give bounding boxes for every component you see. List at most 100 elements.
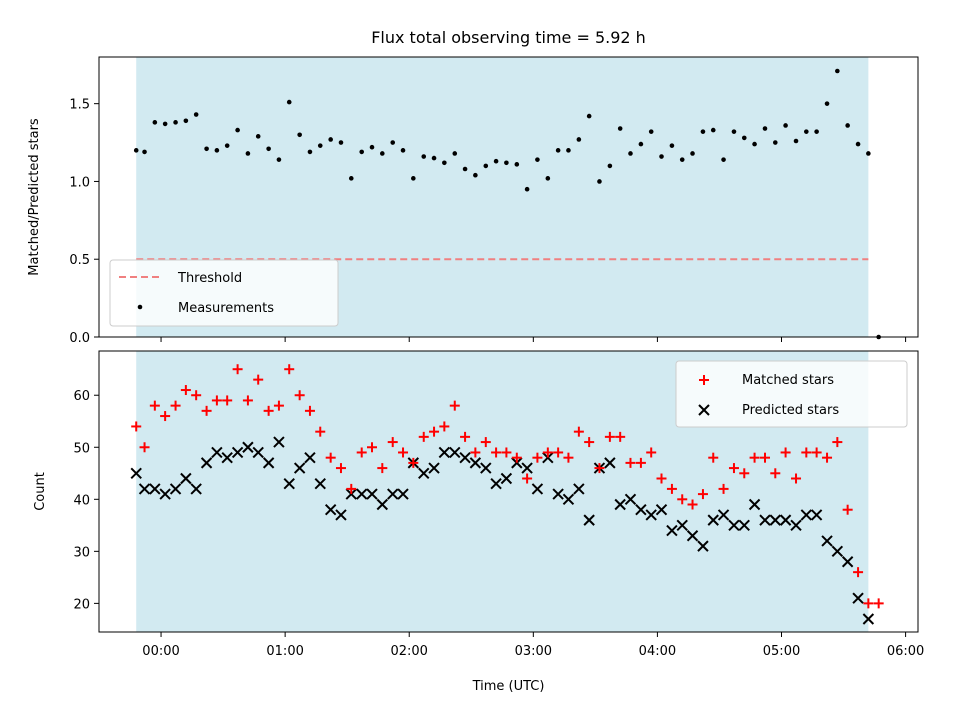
predicted-star-point	[645, 509, 657, 521]
matched-star-point	[863, 598, 874, 609]
measurement-point	[328, 137, 333, 142]
matched-star-point	[367, 442, 377, 453]
matched-star-point	[594, 463, 605, 474]
matched-star-point	[759, 452, 770, 463]
bottom-y-tick-label: 60	[73, 389, 90, 404]
measurement-point	[866, 151, 871, 156]
measurement-point	[152, 120, 158, 125]
legend-matched-stars-swatch	[699, 375, 709, 385]
matched-star-point	[304, 405, 315, 416]
legend-predicted-stars-swatch	[698, 404, 710, 416]
matched-star-point	[522, 473, 533, 484]
legend-predicted-stars-label: Predicted stars	[742, 403, 839, 418]
matched-star-point	[377, 463, 388, 474]
matched-star-point	[511, 452, 522, 463]
measurement-point	[266, 146, 271, 152]
measurement-point	[307, 149, 313, 155]
matched-star-point	[604, 431, 615, 442]
measurement-point	[566, 148, 571, 153]
x-axis-label: Time (UTC)	[472, 679, 545, 694]
measurement-point	[814, 129, 819, 134]
matched-star-point	[131, 421, 142, 432]
predicted-star-point	[335, 509, 347, 521]
top-y-tick-label: 1.0	[69, 175, 90, 190]
measurement-point	[535, 157, 540, 162]
matched-star-point	[791, 473, 802, 484]
matched-star-point	[335, 463, 346, 474]
measurement-point	[835, 68, 840, 74]
measurement-point	[338, 140, 344, 145]
matched-star-point	[625, 457, 636, 468]
measurement-point	[659, 154, 664, 159]
predicted-star-point	[200, 457, 213, 469]
matched-star-point	[728, 463, 739, 474]
x-tick-label: 03:00	[515, 644, 552, 659]
predicted-star-point	[604, 457, 616, 469]
matched-star-point	[832, 437, 843, 448]
matched-star-point	[149, 400, 160, 411]
predicted-star-point	[552, 488, 564, 500]
predicted-star-point	[231, 446, 244, 459]
matched-star-point	[666, 483, 677, 494]
measurement-point	[669, 143, 675, 148]
predicted-star-point	[418, 467, 430, 479]
predicted-star-point	[397, 488, 409, 500]
measurement-point	[731, 129, 737, 134]
predicted-star-point	[500, 472, 513, 485]
matched-star-point	[253, 374, 264, 385]
matched-star-point	[418, 431, 429, 442]
measurement-point	[411, 176, 416, 181]
predicted-star-point	[759, 514, 771, 526]
matched-star-point	[739, 468, 750, 479]
matched-star-point	[770, 468, 781, 479]
bottom-legend: Matched stars Predicted stars	[675, 360, 908, 428]
measurement-point	[504, 160, 509, 166]
predicted-star-point	[459, 451, 471, 464]
predicted-star-point	[130, 467, 142, 479]
predicted-star-point	[211, 446, 223, 459]
predicted-star-point	[345, 488, 357, 500]
matched-star-point	[677, 494, 688, 505]
measurement-point	[845, 123, 850, 128]
bottom-y-tick-label: 30	[73, 545, 90, 560]
predicted-star-point	[169, 483, 182, 495]
matched-star-point	[646, 447, 657, 458]
matched-star-point	[429, 426, 440, 437]
predicted-star-point	[283, 477, 295, 490]
top-y-tick-label: 0.0	[69, 331, 90, 346]
measurement-point	[473, 172, 478, 178]
matched-star-point	[284, 364, 295, 375]
matched-star-point	[139, 442, 150, 453]
predicted-star-point	[273, 436, 285, 448]
predicted-star-point	[831, 545, 844, 558]
matched-star-point	[853, 567, 864, 578]
bottom-y-tick-label: 20	[73, 597, 90, 612]
matched-star-point	[449, 400, 460, 411]
predicted-star-point	[242, 441, 254, 453]
predicted-star-point	[810, 509, 823, 521]
matched-star-point	[480, 437, 491, 448]
measurement-point	[576, 137, 582, 142]
measurement-point	[462, 166, 468, 172]
measurement-point	[804, 129, 809, 134]
measurement-point	[824, 101, 830, 106]
measurement-point	[348, 176, 354, 181]
measurement-point	[524, 186, 530, 192]
measurement-point	[245, 151, 251, 156]
measurement-point	[793, 138, 799, 144]
predicted-star-point	[138, 483, 151, 495]
matched-star-point	[491, 447, 502, 458]
predicted-star-point	[852, 592, 864, 604]
measurement-point	[173, 120, 178, 125]
predicted-star-point	[314, 477, 326, 490]
predicted-star-point	[438, 446, 451, 459]
predicted-star-point	[428, 462, 440, 474]
predicted-star-point	[366, 488, 378, 500]
predicted-star-point	[480, 462, 492, 474]
matched-star-point	[563, 452, 574, 463]
measurement-point	[193, 112, 199, 117]
measurement-point	[783, 123, 788, 128]
x-tick-label: 05:00	[763, 644, 800, 659]
measurement-point	[317, 143, 323, 148]
x-tick-label: 04:00	[639, 644, 676, 659]
